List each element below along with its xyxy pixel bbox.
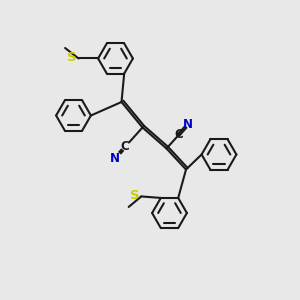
Text: S: S <box>68 51 77 64</box>
Text: C: C <box>121 140 130 154</box>
Text: C: C <box>175 128 184 141</box>
Text: N: N <box>110 152 120 165</box>
Text: S: S <box>130 189 140 202</box>
Text: N: N <box>183 118 193 130</box>
